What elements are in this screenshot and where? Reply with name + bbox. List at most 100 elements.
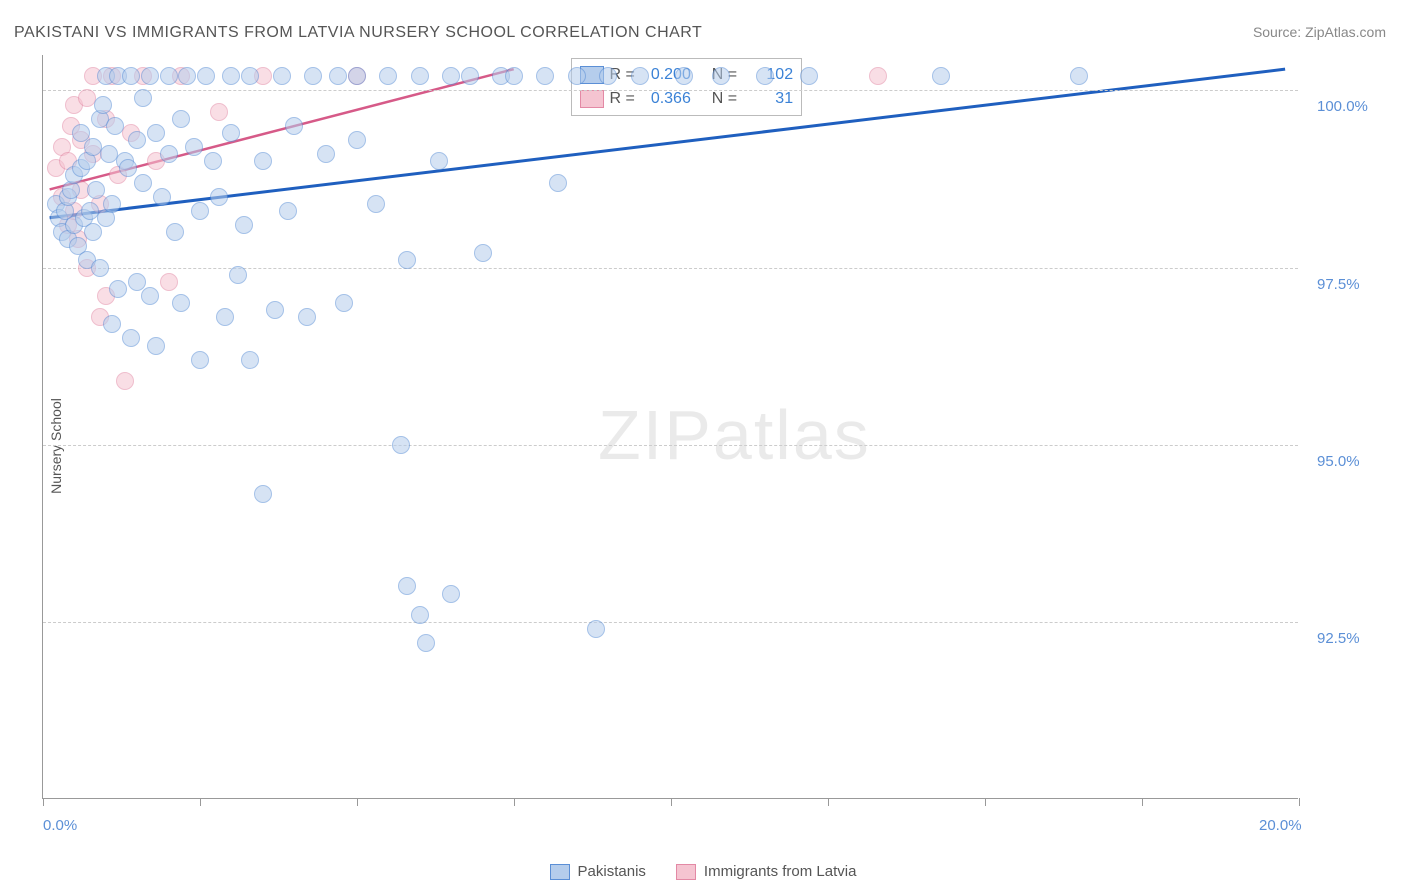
scatter-point: [442, 585, 460, 603]
x-tick: [985, 798, 986, 806]
scatter-point: [172, 294, 190, 312]
scatter-point: [379, 67, 397, 85]
scatter-point: [116, 372, 134, 390]
scatter-point: [91, 259, 109, 277]
scatter-point: [348, 131, 366, 149]
scatter-point: [94, 96, 112, 114]
trendlines-layer: [43, 55, 1298, 798]
scatter-point: [141, 67, 159, 85]
scatter-point: [285, 117, 303, 135]
scatter-point: [235, 216, 253, 234]
scatter-point: [442, 67, 460, 85]
gridline-horizontal: [43, 90, 1298, 91]
x-tick: [1299, 798, 1300, 806]
scatter-point: [141, 287, 159, 305]
x-tick: [43, 798, 44, 806]
scatter-point: [122, 67, 140, 85]
scatter-point: [430, 152, 448, 170]
scatter-point: [461, 67, 479, 85]
scatter-point: [222, 67, 240, 85]
source-attribution: Source: ZipAtlas.com: [1253, 24, 1386, 40]
scatter-point: [210, 188, 228, 206]
x-tick: [671, 798, 672, 806]
gridline-horizontal: [43, 445, 1298, 446]
chart-plot-area: ZIPatlas R =0.200 N =102R =0.366 N =31 9…: [42, 55, 1298, 799]
scatter-point: [134, 89, 152, 107]
scatter-point: [536, 67, 554, 85]
scatter-point: [266, 301, 284, 319]
scatter-point: [153, 188, 171, 206]
scatter-point: [160, 145, 178, 163]
x-tick-label: 0.0%: [43, 817, 77, 834]
x-tick: [357, 798, 358, 806]
scatter-point: [222, 124, 240, 142]
scatter-point: [254, 152, 272, 170]
scatter-point: [103, 315, 121, 333]
scatter-point: [549, 174, 567, 192]
legend-item: Immigrants from Latvia: [676, 863, 857, 880]
scatter-point: [147, 337, 165, 355]
watermark-light: atlas: [713, 396, 871, 474]
scatter-point: [411, 67, 429, 85]
scatter-point: [147, 124, 165, 142]
legend-swatch: [550, 864, 570, 880]
scatter-point: [134, 174, 152, 192]
scatter-point: [417, 634, 435, 652]
scatter-point: [756, 67, 774, 85]
legend-series-name: Immigrants from Latvia: [704, 863, 857, 880]
scatter-point: [241, 67, 259, 85]
scatter-point: [505, 67, 523, 85]
scatter-point: [568, 67, 586, 85]
x-tick: [514, 798, 515, 806]
scatter-point: [279, 202, 297, 220]
scatter-point: [106, 117, 124, 135]
scatter-point: [712, 67, 730, 85]
scatter-point: [191, 202, 209, 220]
source-label: Source:: [1253, 24, 1301, 40]
scatter-point: [348, 67, 366, 85]
scatter-point: [329, 67, 347, 85]
scatter-point: [122, 329, 140, 347]
scatter-point: [166, 223, 184, 241]
scatter-point: [411, 606, 429, 624]
source-name: ZipAtlas.com: [1305, 24, 1386, 40]
scatter-point: [587, 620, 605, 638]
scatter-point: [84, 223, 102, 241]
legend-item: Pakistanis: [550, 863, 646, 880]
scatter-point: [1070, 67, 1088, 85]
legend-series-name: Pakistanis: [578, 863, 646, 880]
scatter-point: [631, 67, 649, 85]
scatter-point: [273, 67, 291, 85]
watermark: ZIPatlas: [598, 395, 871, 475]
scatter-point: [675, 67, 693, 85]
scatter-point: [298, 308, 316, 326]
gridline-horizontal: [43, 622, 1298, 623]
scatter-point: [241, 351, 259, 369]
legend-swatch: [676, 864, 696, 880]
x-tick: [200, 798, 201, 806]
scatter-point: [191, 351, 209, 369]
scatter-point: [398, 577, 416, 595]
scatter-point: [254, 485, 272, 503]
scatter-point: [304, 67, 322, 85]
scatter-point: [392, 436, 410, 454]
scatter-point: [160, 67, 178, 85]
chart-title: PAKISTANI VS IMMIGRANTS FROM LATVIA NURS…: [14, 24, 702, 42]
scatter-point: [932, 67, 950, 85]
series-swatch: [580, 90, 604, 108]
scatter-point: [210, 103, 228, 121]
scatter-point: [197, 67, 215, 85]
scatter-point: [160, 273, 178, 291]
scatter-point: [869, 67, 887, 85]
scatter-point: [216, 308, 234, 326]
scatter-point: [474, 244, 492, 262]
scatter-point: [128, 131, 146, 149]
scatter-point: [317, 145, 335, 163]
scatter-point: [204, 152, 222, 170]
scatter-point: [800, 67, 818, 85]
scatter-point: [398, 251, 416, 269]
scatter-point: [119, 159, 137, 177]
y-tick-label: 100.0%: [1317, 98, 1368, 115]
scatter-point: [109, 280, 127, 298]
y-tick-label: 97.5%: [1317, 276, 1360, 293]
